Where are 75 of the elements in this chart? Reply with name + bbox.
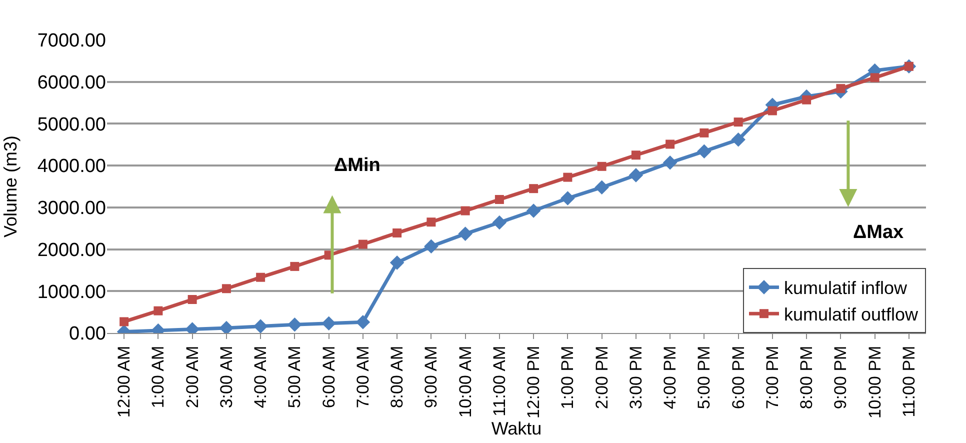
x-tick-label: 9:00 PM [831,346,850,410]
annotation: ΔMax [853,222,904,243]
x-tick-label: 3:00 AM [216,346,236,408]
point [662,155,678,170]
point [356,314,370,330]
point [734,118,743,127]
point [802,95,812,104]
x-tick-label: 6:00 AM [319,346,338,408]
x-tick-label: 11:00 PM [899,346,918,418]
y-tick-label: 3000.00 [37,198,106,220]
x-tick-label: 7:00 PM [762,346,782,410]
legend-label: kumulatif outflow [784,304,920,325]
point [426,218,436,227]
point [154,306,163,316]
point [222,284,231,294]
point [697,144,712,158]
point [322,316,336,331]
point [836,84,846,94]
annotation: ΔMin [334,155,380,176]
x-tick-label: 3:00 PM [626,346,646,410]
point [768,106,777,116]
x-tick-label: 8:00 AM [388,346,407,408]
y-tick-label: 0.00 [69,324,106,345]
point [870,73,880,82]
x-tick-label: 5:00 AM [285,346,304,408]
x-tick-label: 4:00 PM [660,346,680,410]
x-tick-label: 6:00 PM [728,346,748,410]
point [253,319,268,333]
x-tick-label: 8:00 PM [797,346,816,410]
point [494,194,504,204]
point [594,180,609,194]
y-tick-label: 1000.00 [37,282,106,303]
y-axis-title: Volume (m3) [0,135,21,238]
y-tick-label: 6000.00 [37,72,106,94]
x-tick-label: 1:00 PM [558,346,578,410]
x-tick-label: 12:00 PM [524,346,544,419]
point [358,240,368,249]
point [256,272,266,282]
x-tick-label: 12:00 AM [114,346,134,418]
legend-label: kumulatif inflow [784,278,908,298]
x-tick-label: 2:00 AM [182,346,202,408]
point [390,256,404,270]
point [560,191,575,206]
point [460,206,470,216]
point [188,295,197,304]
point [529,184,538,194]
point [700,128,709,138]
x-tick-label: 5:00 PM [694,346,714,410]
point [666,140,675,149]
point [628,168,644,182]
y-tick-label: 5000.00 [37,114,106,136]
point [492,215,507,230]
point [458,226,472,241]
x-tick-label: 1:00 AM [148,346,168,408]
x-tick-label: 7:00 AM [353,346,372,408]
x-tick-label: 2:00 PM [592,346,612,410]
x-tick-label: 4:00 AM [251,346,270,408]
point [288,317,302,332]
x-tick-label: 9:00 AM [422,346,441,408]
y-tick-label: 2000.00 [37,240,106,261]
point [597,162,606,171]
point [120,317,129,326]
x-tick-label: 10:00 PM [865,346,884,419]
x-axis-title: Waktu [491,418,542,439]
point [631,150,640,160]
point [731,132,746,147]
y-tick-label: 4000.00 [37,156,106,178]
x-tick-label: 10:00 AM [456,346,475,418]
y-tick-label: 7000.00 [37,30,106,52]
point [526,204,541,218]
point [290,262,300,271]
point [563,172,572,182]
point [392,228,402,238]
point [424,239,438,254]
x-tick-label: 11:00 AM [490,346,509,416]
